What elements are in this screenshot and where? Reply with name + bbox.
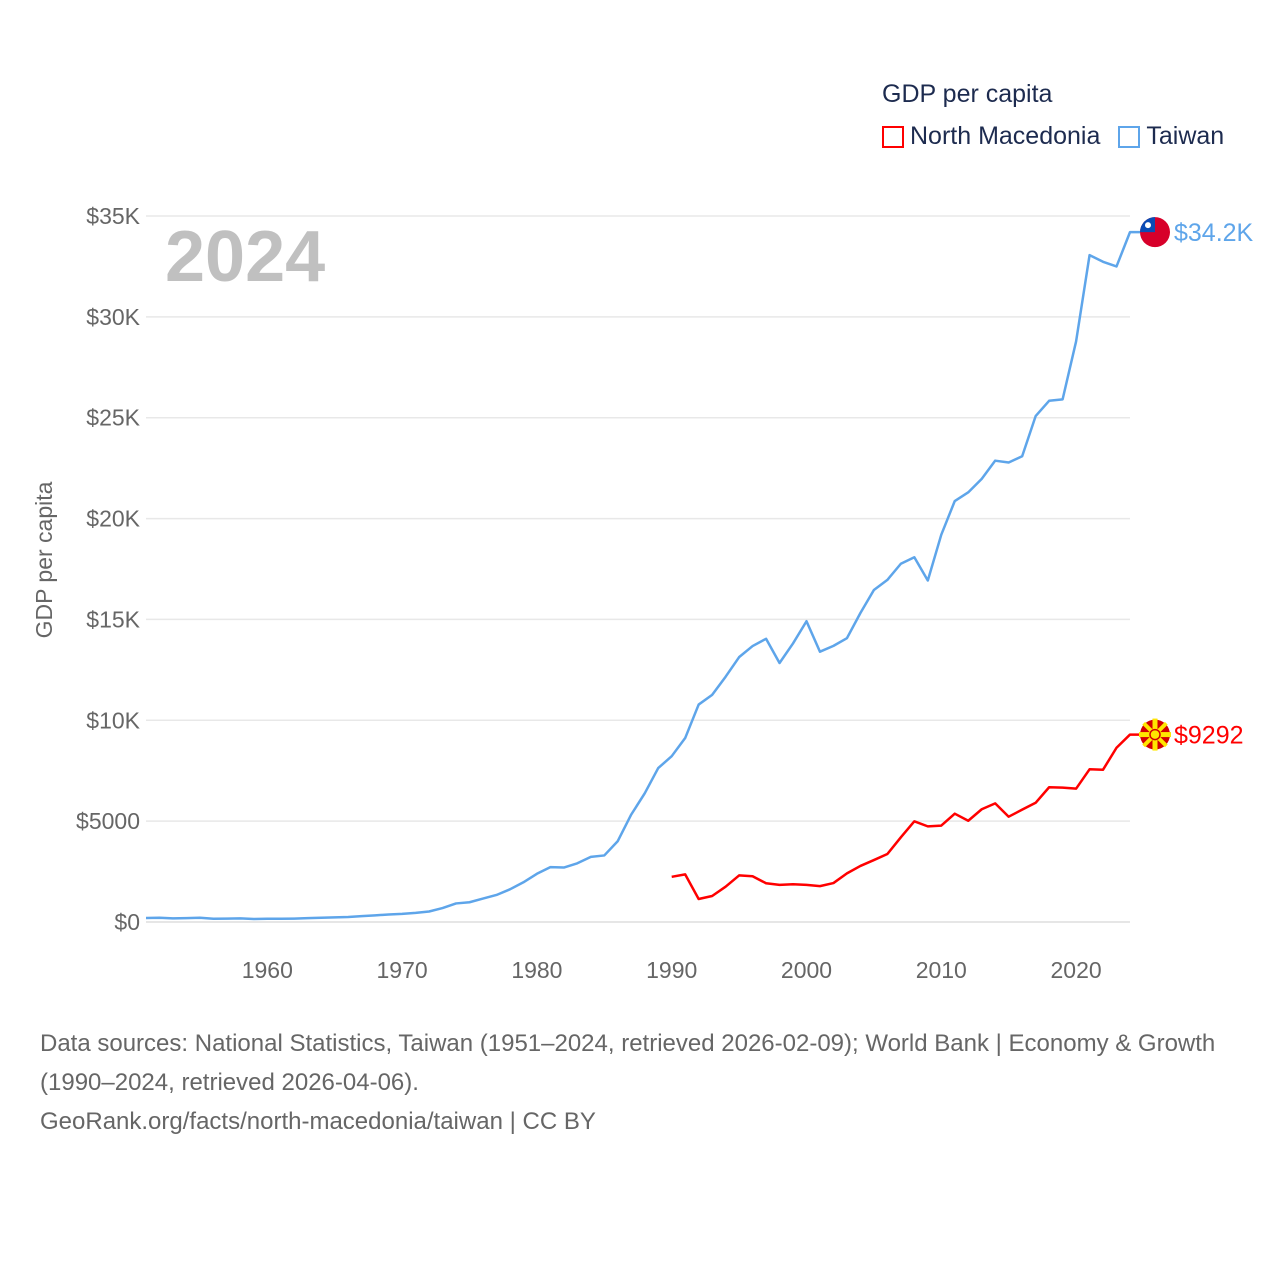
x-tick-label: 2000 [781,957,832,983]
end-value-label: $9292 [1174,722,1244,750]
x-tick-label: 1980 [511,957,562,983]
x-tick-label: 1990 [646,957,697,983]
flag-sun [1149,728,1161,741]
credit: GeoRank.org/facts/north-macedonia/taiwan… [40,1108,596,1135]
legend-label: Taiwan [1146,122,1225,150]
data-sources: Data sources: National Statistics, Taiwa… [40,1030,1216,1096]
taiwan-flag-sun [1145,222,1151,229]
y-tick-label: $35K [86,203,140,229]
legend-item-north-macedonia[interactable]: North Macedonia [882,122,1100,151]
x-tick-label: 1970 [377,957,428,983]
y-tick-label: $20K [86,506,140,532]
legend-item-taiwan[interactable]: Taiwan [1118,122,1224,151]
x-tick-label: 2020 [1050,957,1101,983]
y-tick-label: $25K [86,405,140,431]
x-tick-label: 2010 [916,957,967,983]
footer: Data sources: National Statistics, Taiwa… [40,1024,1240,1141]
end-value-label: $34.2K [1174,219,1254,247]
year-label: 2024 [165,217,325,297]
legend: North Macedonia Taiwan [882,122,1224,151]
y-tick-label: $15K [86,606,140,632]
y-tick-label: $30K [86,304,140,330]
series-line-taiwan [145,230,1140,921]
legend-label: North Macedonia [910,122,1101,150]
series-line-north-macedonia [671,733,1140,901]
legend-title: GDP per capita [882,80,1053,108]
y-tick-label: $0 [114,909,140,935]
x-tick-label: 1960 [242,957,293,983]
legend-swatch [1118,125,1141,148]
y-tick-label: $5000 [76,808,140,834]
legend-swatch [882,125,904,148]
y-tick-label: $10K [86,707,140,733]
y-axis-label: GDP per capita [31,481,57,638]
